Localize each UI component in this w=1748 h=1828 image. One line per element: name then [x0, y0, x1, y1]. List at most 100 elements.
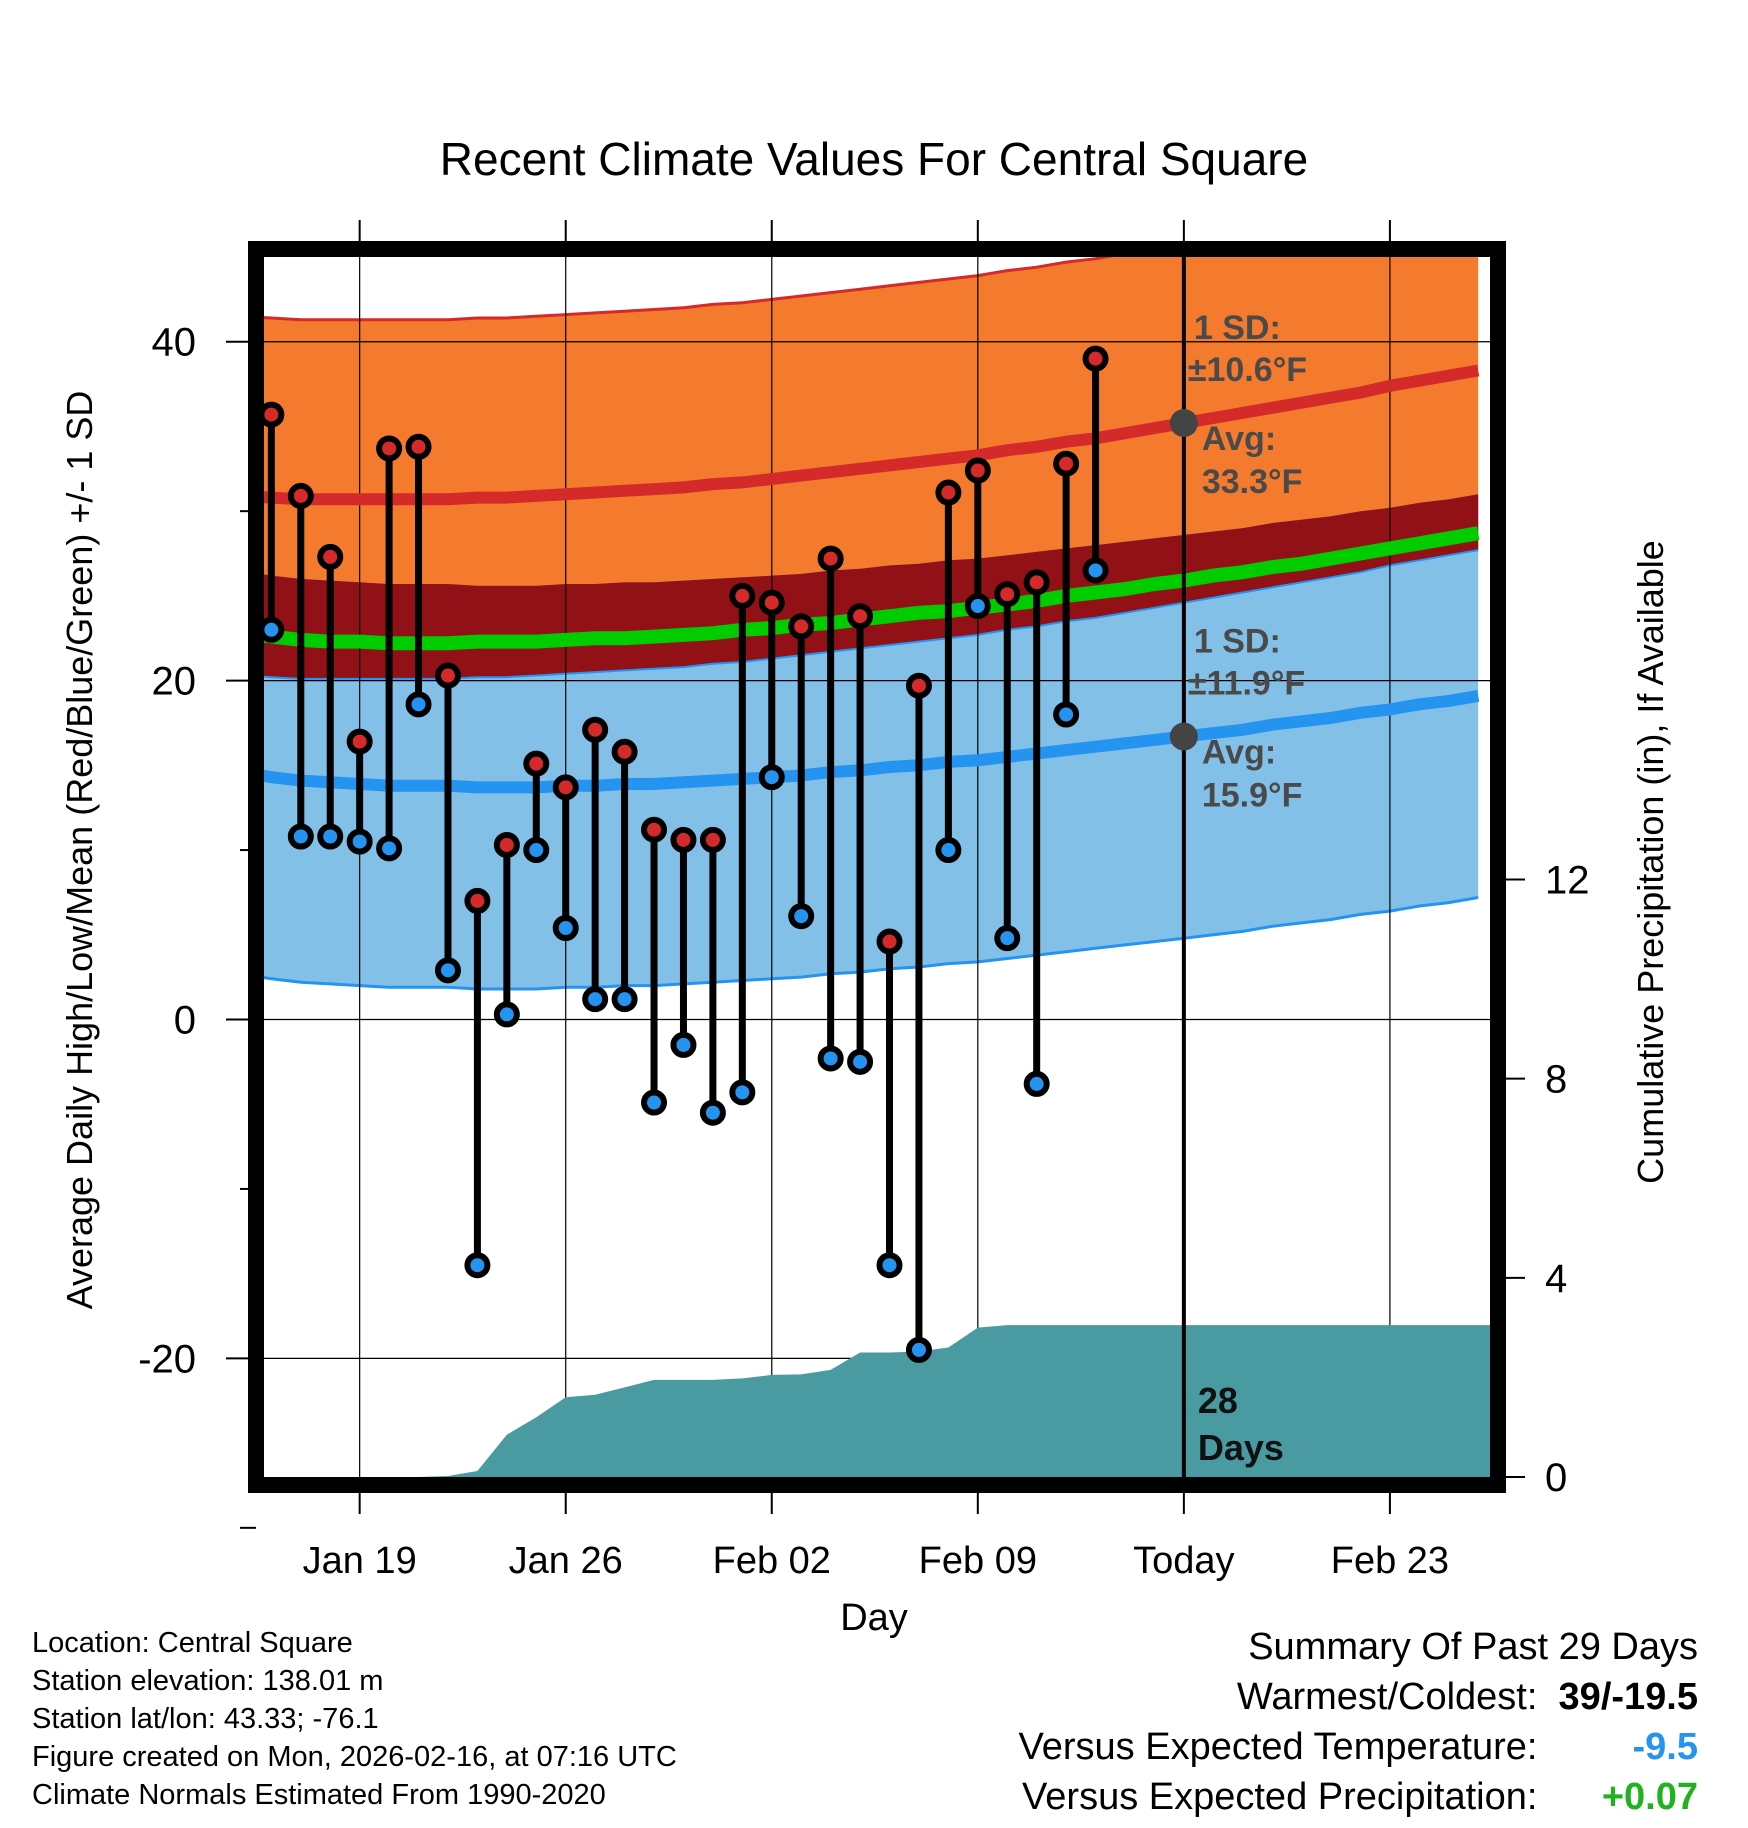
- daily-low-marker: [434, 957, 461, 984]
- daily-high-marker: [1082, 345, 1109, 372]
- daily-low-marker: [935, 837, 962, 864]
- daily-high-marker: [434, 662, 461, 689]
- daily-low-marker: [493, 1001, 520, 1028]
- temp-label: Versus Expected Temperature:: [1018, 1726, 1538, 1768]
- y-axis-label-right: Cumulative Precipitation (in), If Availa…: [1630, 540, 1671, 1184]
- daily-low-marker: [699, 1099, 726, 1126]
- y-axis-label-left: Average Daily High/Low/Mean (Red/Blue/Gr…: [59, 391, 100, 1310]
- high-sd-label: 1 SD:: [1194, 309, 1281, 347]
- daily-low-marker: [641, 1089, 668, 1116]
- normal-high-line: [264, 364, 1480, 506]
- location-text: Location: Central Square: [32, 1627, 353, 1659]
- daily-high-marker: [641, 816, 668, 843]
- daily-high-marker: [758, 589, 785, 616]
- precip-value: +0.07: [1601, 1776, 1698, 1818]
- x-tick-label: Feb 23: [1331, 1540, 1449, 1582]
- daily-high-marker: [493, 831, 520, 858]
- precip-label: Versus Expected Precipitation:: [1022, 1776, 1538, 1818]
- temp-value: -9.5: [1632, 1726, 1698, 1768]
- daily-low-marker: [258, 616, 285, 643]
- normals-text: Climate Normals Estimated From 1990-2020: [32, 1779, 606, 1811]
- summary-precip-row: Versus Expected Precipitation: +0.07: [1019, 1772, 1698, 1822]
- daily-high-marker: [817, 545, 844, 572]
- daily-high-marker: [346, 728, 373, 755]
- daily-high-marker: [523, 750, 550, 777]
- elevation-text: Station elevation: 138.01 m: [32, 1665, 384, 1697]
- x-axis-label: Day: [840, 1597, 908, 1639]
- y2-tick-label: 12: [1545, 858, 1590, 902]
- x-tick-label: Jan 26: [509, 1540, 623, 1582]
- cumulative-precip-area: [271, 1325, 1490, 1477]
- daily-low-marker: [994, 925, 1021, 952]
- daily-high-marker: [376, 435, 403, 462]
- y-tick-label: 20: [152, 660, 197, 704]
- x-tick-label: Today: [1133, 1540, 1234, 1582]
- daily-high-marker: [876, 928, 903, 955]
- y2-tick-label: 8: [1545, 1058, 1567, 1102]
- x-tick-label: Feb 09: [919, 1540, 1037, 1582]
- y2-tick-label: 0: [1545, 1456, 1567, 1500]
- daily-low-marker: [552, 915, 579, 941]
- daily-high-marker: [964, 457, 991, 484]
- daily-low-marker: [876, 1252, 903, 1279]
- summary-warm-cold-row: Warmest/Coldest: 39/-19.5: [1019, 1672, 1698, 1722]
- warm-cold-value: 39/-19.5: [1558, 1676, 1698, 1718]
- overlap-sd-band: [264, 494, 1479, 679]
- low-avg-value: 15.9°F: [1202, 777, 1303, 815]
- summary-temp-row: Versus Expected Temperature: -9.5: [1019, 1722, 1698, 1772]
- daily-high-marker: [611, 738, 638, 765]
- summary-panel: Summary Of Past 29 Days Warmest/Coldest:…: [1019, 1622, 1698, 1822]
- daily-high-marker: [582, 716, 609, 743]
- high-avg-dot: [1169, 409, 1198, 438]
- x-tick-label: Jan 19: [303, 1540, 417, 1582]
- daily-low-marker: [670, 1031, 697, 1058]
- high-band-upper-edge: [264, 257, 1115, 322]
- daily-low-marker: [1023, 1070, 1050, 1097]
- low-sd-value: ±11.9°F: [1188, 665, 1305, 703]
- daily-high-marker: [317, 543, 344, 570]
- daily-high-marker: [935, 479, 962, 506]
- low-sd-label: 1 SD:: [1194, 623, 1281, 661]
- daily-low-marker: [1053, 701, 1080, 728]
- daily-low-marker: [817, 1045, 844, 1072]
- x-tick-label: Feb 02: [713, 1540, 831, 1582]
- station-info: Location: Central Square Station elevati…: [32, 1624, 677, 1814]
- daily-low-marker: [346, 828, 373, 855]
- daily-low-marker: [287, 823, 314, 850]
- low-avg-label: Avg:: [1202, 734, 1276, 772]
- warm-cold-label: Warmest/Coldest:: [1236, 1676, 1538, 1718]
- daily-low-marker: [905, 1336, 932, 1363]
- daily-high-marker: [847, 603, 874, 630]
- daily-high-marker: [1053, 450, 1080, 477]
- daily-high-marker: [1023, 569, 1050, 596]
- y2-tick-label: 4: [1545, 1257, 1567, 1301]
- high-sd-value: ±10.6°F: [1188, 351, 1307, 389]
- latlon-text: Station lat/lon: 43.33; -76.1: [32, 1703, 379, 1735]
- daily-high-marker: [670, 826, 697, 853]
- daily-low-marker: [847, 1048, 874, 1075]
- low-avg-dot: [1169, 722, 1198, 751]
- daily-high-marker: [287, 482, 314, 509]
- daily-low-marker: [729, 1079, 756, 1106]
- daily-low-marker: [582, 986, 609, 1013]
- days-word-label: Days: [1198, 1427, 1284, 1468]
- daily-high-marker: [699, 826, 726, 853]
- daily-low-marker: [464, 1252, 491, 1279]
- daily-high-marker: [729, 582, 756, 609]
- created-text: Figure created on Mon, 2026-02-16, at 07…: [32, 1741, 677, 1773]
- daily-low-marker: [611, 986, 638, 1013]
- y-tick-label: 40: [152, 321, 197, 365]
- daily-high-marker: [258, 401, 285, 428]
- chart-title: Recent Climate Values For Central Square: [440, 133, 1308, 185]
- daily-low-marker: [523, 837, 550, 864]
- summary-title: Summary Of Past 29 Days: [1248, 1626, 1698, 1668]
- daily-high-marker: [994, 581, 1021, 608]
- plot-frame: [248, 241, 1506, 1493]
- days-count-label: 28: [1198, 1380, 1238, 1421]
- daily-high-marker: [405, 433, 432, 460]
- daily-low-marker: [317, 823, 344, 850]
- daily-high-marker: [788, 613, 815, 640]
- daily-low-marker: [376, 835, 403, 862]
- daily-high-marker: [552, 774, 579, 801]
